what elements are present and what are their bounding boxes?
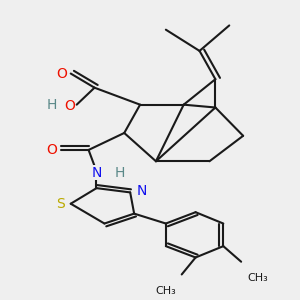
Text: N: N [136, 184, 146, 198]
Text: CH₃: CH₃ [155, 286, 176, 296]
Text: S: S [56, 197, 65, 211]
Text: H: H [46, 98, 57, 112]
Text: CH₃: CH₃ [247, 273, 268, 283]
Text: O: O [46, 143, 57, 157]
Text: N: N [91, 166, 102, 180]
Text: H: H [115, 166, 125, 180]
Text: O: O [64, 99, 75, 113]
Text: O: O [56, 67, 67, 80]
